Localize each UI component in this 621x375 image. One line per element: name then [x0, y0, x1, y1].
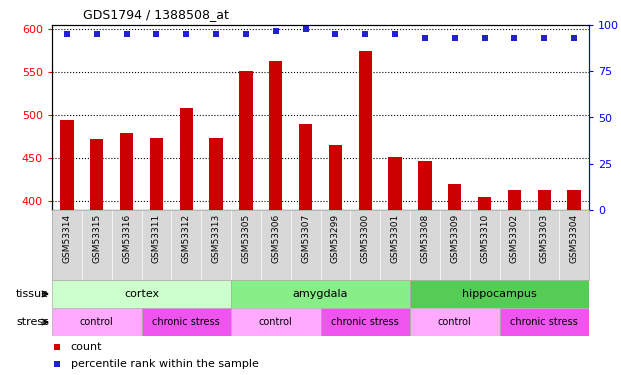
Text: GSM53307: GSM53307	[301, 213, 310, 263]
Text: GSM53309: GSM53309	[450, 213, 460, 263]
Text: control: control	[80, 317, 114, 327]
Bar	[299, 124, 312, 210]
Bar	[410, 280, 589, 308]
Text: percentile rank within the sample: percentile rank within the sample	[71, 359, 259, 369]
Text: GSM53311: GSM53311	[152, 213, 161, 263]
Text: cortex: cortex	[124, 289, 159, 299]
Bar	[120, 132, 134, 210]
Bar	[320, 308, 410, 336]
Text: GSM53300: GSM53300	[361, 213, 369, 263]
Bar	[418, 161, 432, 210]
Bar	[329, 146, 342, 210]
Bar	[568, 190, 581, 210]
Text: stress: stress	[16, 317, 49, 327]
Text: GSM53314: GSM53314	[63, 213, 71, 262]
Text: amygdala: amygdala	[292, 289, 348, 299]
Text: GSM53316: GSM53316	[122, 213, 131, 263]
Bar	[410, 308, 499, 336]
Text: control: control	[438, 317, 471, 327]
Text: chronic stress: chronic stress	[332, 317, 399, 327]
Bar	[179, 108, 193, 210]
Text: GSM53305: GSM53305	[242, 213, 250, 263]
Text: GSM53299: GSM53299	[331, 213, 340, 262]
Text: GSM53315: GSM53315	[93, 213, 101, 263]
Text: GSM53302: GSM53302	[510, 213, 519, 262]
Text: GSM53312: GSM53312	[182, 213, 191, 262]
Text: GSM53304: GSM53304	[569, 213, 579, 262]
Text: GSM53313: GSM53313	[212, 213, 220, 263]
Text: GSM53308: GSM53308	[420, 213, 429, 263]
Bar	[538, 190, 551, 210]
Bar	[231, 280, 410, 308]
Bar	[52, 308, 142, 336]
Bar	[358, 51, 372, 210]
Text: control: control	[259, 317, 292, 327]
Bar	[478, 197, 491, 210]
Bar	[448, 184, 461, 210]
Text: chronic stress: chronic stress	[152, 317, 220, 327]
Bar	[231, 308, 320, 336]
Bar	[142, 308, 231, 336]
Text: GSM53301: GSM53301	[391, 213, 399, 263]
Text: count: count	[71, 342, 102, 352]
Text: GDS1794 / 1388508_at: GDS1794 / 1388508_at	[83, 8, 229, 21]
Bar	[499, 308, 589, 336]
Bar	[90, 140, 104, 210]
Bar	[388, 157, 402, 210]
Text: tissue: tissue	[16, 289, 49, 299]
Text: chronic stress: chronic stress	[510, 317, 578, 327]
Bar	[239, 72, 253, 210]
Text: GSM53303: GSM53303	[540, 213, 549, 263]
Bar	[508, 190, 521, 210]
Bar	[60, 120, 74, 210]
Text: hippocampus: hippocampus	[462, 289, 537, 299]
Text: GSM53306: GSM53306	[271, 213, 280, 263]
Bar	[269, 61, 283, 210]
Text: GSM53310: GSM53310	[480, 213, 489, 263]
Bar	[52, 280, 231, 308]
Bar	[209, 138, 223, 210]
Bar	[150, 138, 163, 210]
